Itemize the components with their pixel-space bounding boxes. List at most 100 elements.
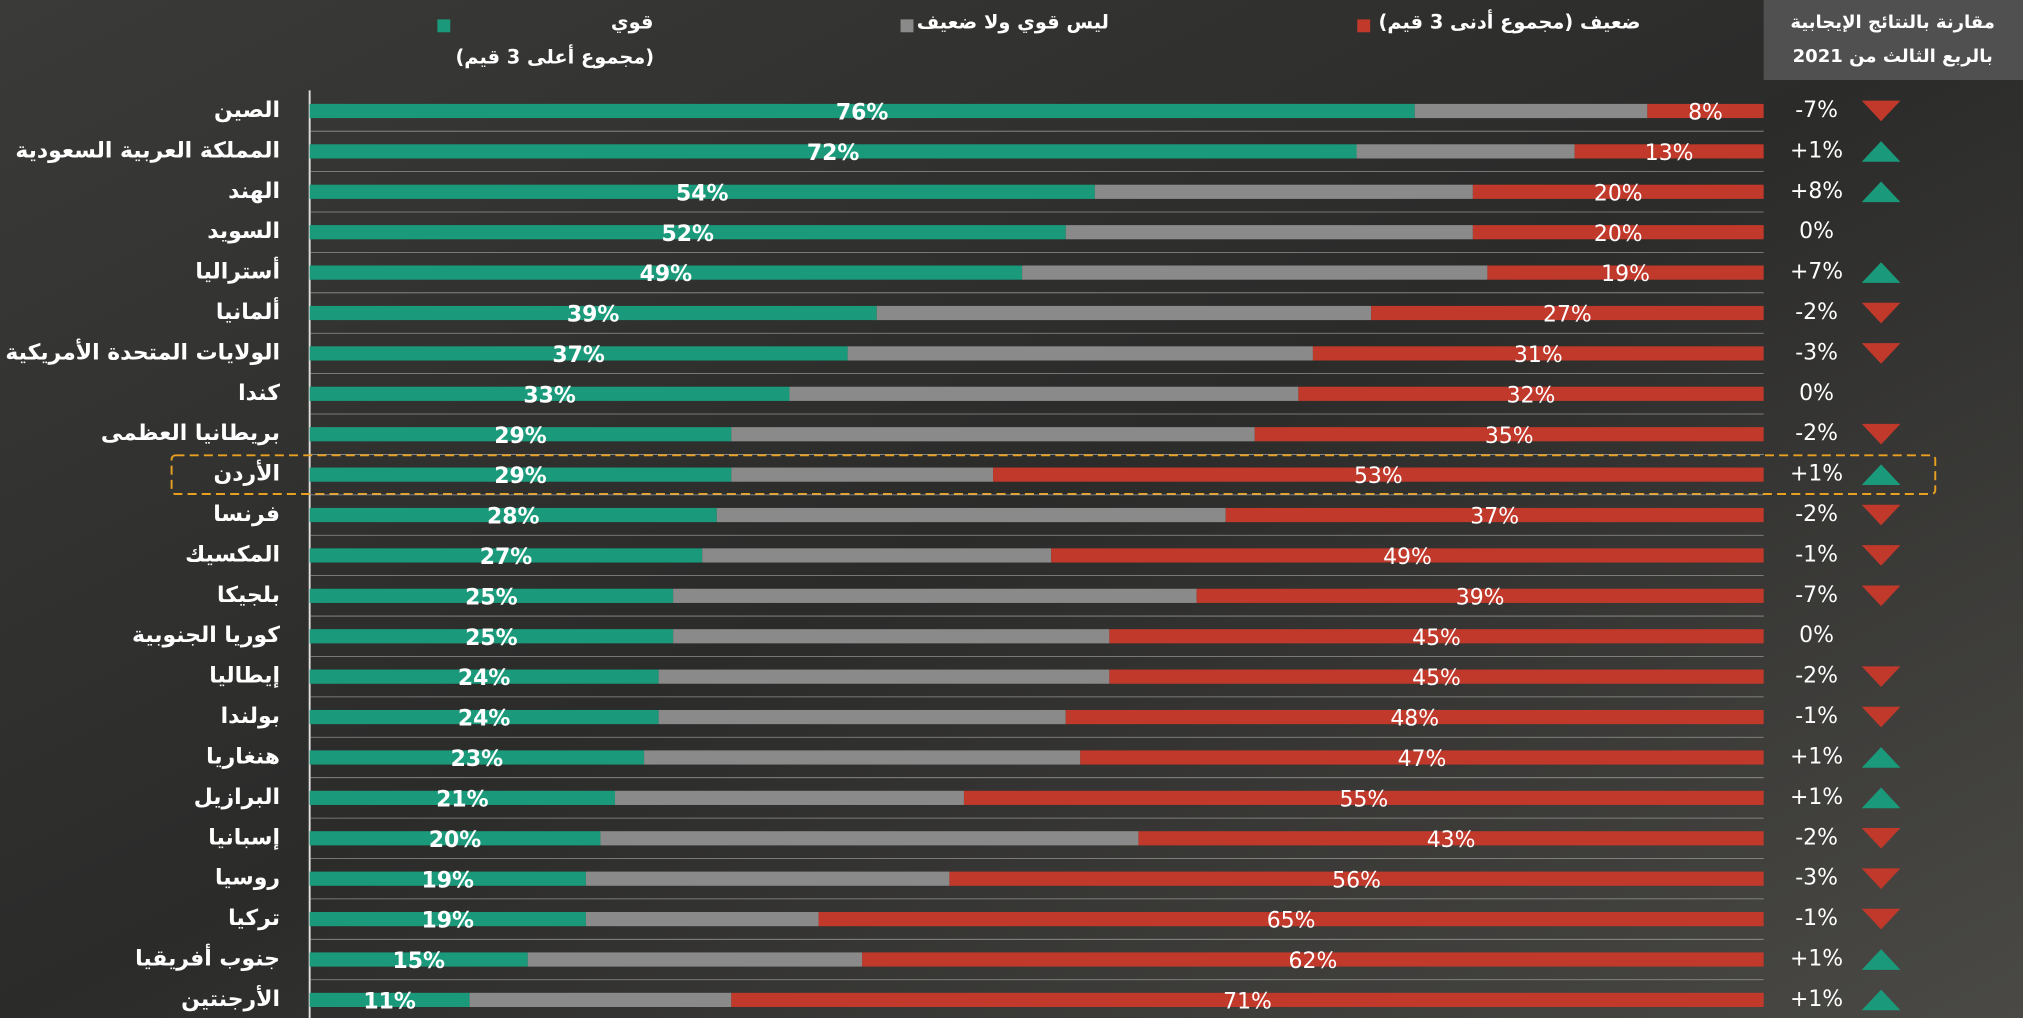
category-label: بريطانيا العظمى [101,421,280,446]
bar-segment [644,750,1080,764]
value-label: 20% [1594,181,1643,206]
value-label: 25% [465,626,518,651]
category-label: أستراليا [195,256,280,285]
category-label: الهند [228,179,280,204]
value-label: 71% [1223,989,1272,1014]
change-label: +1% [1790,987,1843,1012]
bar-segment [528,952,862,966]
value-label: 45% [1412,626,1461,651]
category-label: البرازيل [194,785,280,810]
bar-segment [586,912,819,926]
bar-segment [877,306,1371,320]
value-label: 19% [1601,262,1650,287]
change-label: +1% [1790,947,1843,972]
category-label: جنوب أفريقيا [135,943,280,972]
change-label: -7% [1795,98,1838,123]
value-label: 32% [1507,383,1556,408]
column-header: بالربع الثالث من 2021 [1793,46,1993,67]
value-label: 53% [1354,464,1403,489]
change-label: +8% [1790,179,1843,204]
change-label: -2% [1795,300,1838,325]
change-label: +7% [1790,260,1843,285]
category-label: كندا [238,381,280,406]
value-label: 15% [392,949,445,974]
value-label: 35% [1485,424,1534,449]
value-label: 47% [1398,747,1447,772]
change-label: -2% [1795,825,1838,850]
value-label: 65% [1267,909,1316,934]
category-label: فرنسا [213,502,280,527]
change-label: +1% [1790,138,1843,163]
category-label: الولايات المتحدة الأمريكية [5,337,280,365]
bar-segment [702,548,1051,562]
value-label: 39% [1456,585,1505,610]
value-label: 37% [1470,505,1519,530]
value-label: 55% [1339,787,1388,812]
category-label: المملكة العربية السعودية [15,138,280,163]
bar-segment [600,831,1138,845]
bar-segment [717,508,1226,522]
value-label: 24% [458,707,511,732]
value-label: 48% [1390,707,1439,732]
legend-label: ليس قوي ولا ضعيف [917,11,1109,35]
bar-segment [1415,104,1648,118]
value-label: 76% [836,101,889,126]
bar-segment [673,589,1196,603]
change-label: -2% [1795,421,1838,446]
bar-segment [1095,185,1473,199]
value-label: 54% [676,181,729,206]
bar-segment [470,993,732,1007]
category-label: الأردن [214,459,280,487]
bar-segment [615,791,964,805]
value-label: 49% [640,262,693,287]
category-label: إيطاليا [209,664,280,689]
legend-subtitle: (مجموع أعلى 3 قيم) [455,45,654,69]
value-label: 29% [494,424,547,449]
value-label: 31% [1514,343,1563,368]
value-label: 28% [487,505,540,530]
value-label: 29% [494,464,547,489]
change-label: +1% [1790,744,1843,769]
bar-segment [1066,225,1473,239]
category-label: كوريا الجنوبية [132,623,280,648]
value-label: 45% [1412,666,1461,691]
bar-segment [673,629,1109,643]
change-label: +1% [1790,785,1843,810]
value-label: 49% [1383,545,1432,570]
category-label: روسيا [215,866,280,891]
change-label: -2% [1795,502,1838,527]
change-label: -1% [1795,906,1838,931]
value-label: 62% [1289,949,1338,974]
value-label: 27% [480,545,533,570]
value-label: 20% [429,828,482,853]
bar-segment [1022,266,1487,280]
category-label: إسبانيا [208,825,280,850]
category-label: ألمانيا [216,296,280,325]
column-header: مقارنة بالنتائج الإيجابية [1790,12,1995,33]
value-label: 72% [807,141,860,166]
bar-segment [1357,144,1575,158]
value-label: 13% [1645,141,1694,166]
chart: قوي(مجموع أعلى 3 قيم)ليس قوي ولا ضعيفضعي… [0,0,2023,1018]
bar-segment [789,387,1298,401]
value-label: 25% [465,585,518,610]
category-label: بلجيكا [217,583,280,608]
category-label: بولندا [221,704,280,729]
value-label: 24% [458,666,511,691]
value-label: 43% [1427,828,1476,853]
change-label: +1% [1790,462,1843,487]
change-label: -3% [1795,866,1838,891]
value-label: 56% [1332,868,1381,893]
change-label: -1% [1795,704,1838,729]
value-label: 52% [661,222,714,247]
bar-segment [731,427,1254,441]
bar-segment [659,670,1110,684]
value-label: 11% [363,989,416,1014]
value-label: 23% [451,747,504,772]
category-label: تركيا [228,906,280,931]
value-label: 19% [422,909,475,934]
change-label: -1% [1795,542,1838,567]
legend-label: ضعيف (مجموع أدنى 3 قيم) [1379,10,1641,34]
value-label: 37% [552,343,605,368]
bar-segment [848,346,1313,360]
